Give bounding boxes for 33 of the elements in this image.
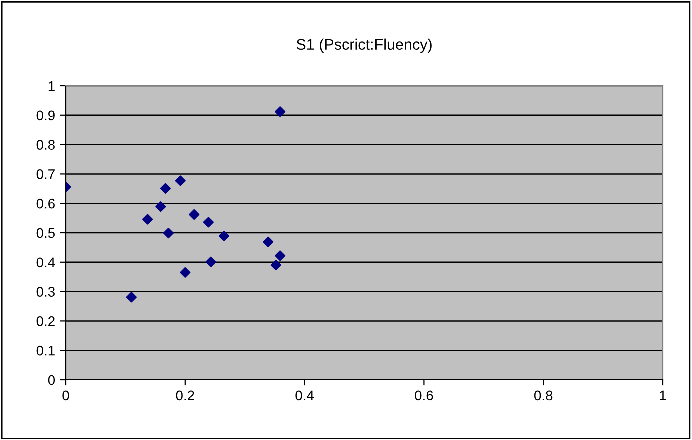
x-tick-label: 0.2 — [176, 390, 194, 401]
point — [263, 236, 274, 248]
point — [203, 217, 214, 228]
y-tick-label: 1 — [48, 81, 55, 92]
y-tick-label: 0.2 — [36, 316, 55, 326]
point — [156, 202, 166, 212]
y-tick-label: 0.1 — [36, 346, 55, 356]
point — [126, 292, 137, 303]
x-tick-label: 0.6 — [415, 390, 434, 401]
point — [160, 183, 171, 194]
point — [163, 228, 174, 239]
point — [175, 176, 186, 186]
x-tick-label: 1 — [660, 390, 666, 400]
point — [180, 267, 191, 278]
y-tick-label: 0 — [48, 375, 56, 386]
y-tick-label: 0.4 — [36, 258, 56, 268]
y-tick-label: 0.8 — [36, 140, 55, 150]
point — [270, 260, 282, 271]
y-tick-label: 0.7 — [36, 170, 55, 180]
x-tick-label: 0 — [62, 390, 70, 401]
x-tick-label: 0.8 — [534, 390, 553, 401]
x-tick-label: 0.4 — [296, 390, 314, 401]
point — [142, 214, 154, 225]
y-tick-label: 0.9 — [36, 110, 55, 121]
point — [189, 209, 200, 220]
point — [275, 106, 286, 118]
y-tick-label: 0.3 — [36, 287, 55, 297]
chart-title: S1 (Pscrict:Fluency) — [296, 38, 432, 54]
y-tick-label: 0.6 — [36, 198, 55, 209]
y-tick-label: 0.5 — [36, 228, 56, 238]
point — [218, 230, 230, 242]
point — [206, 256, 216, 268]
point — [275, 250, 286, 262]
